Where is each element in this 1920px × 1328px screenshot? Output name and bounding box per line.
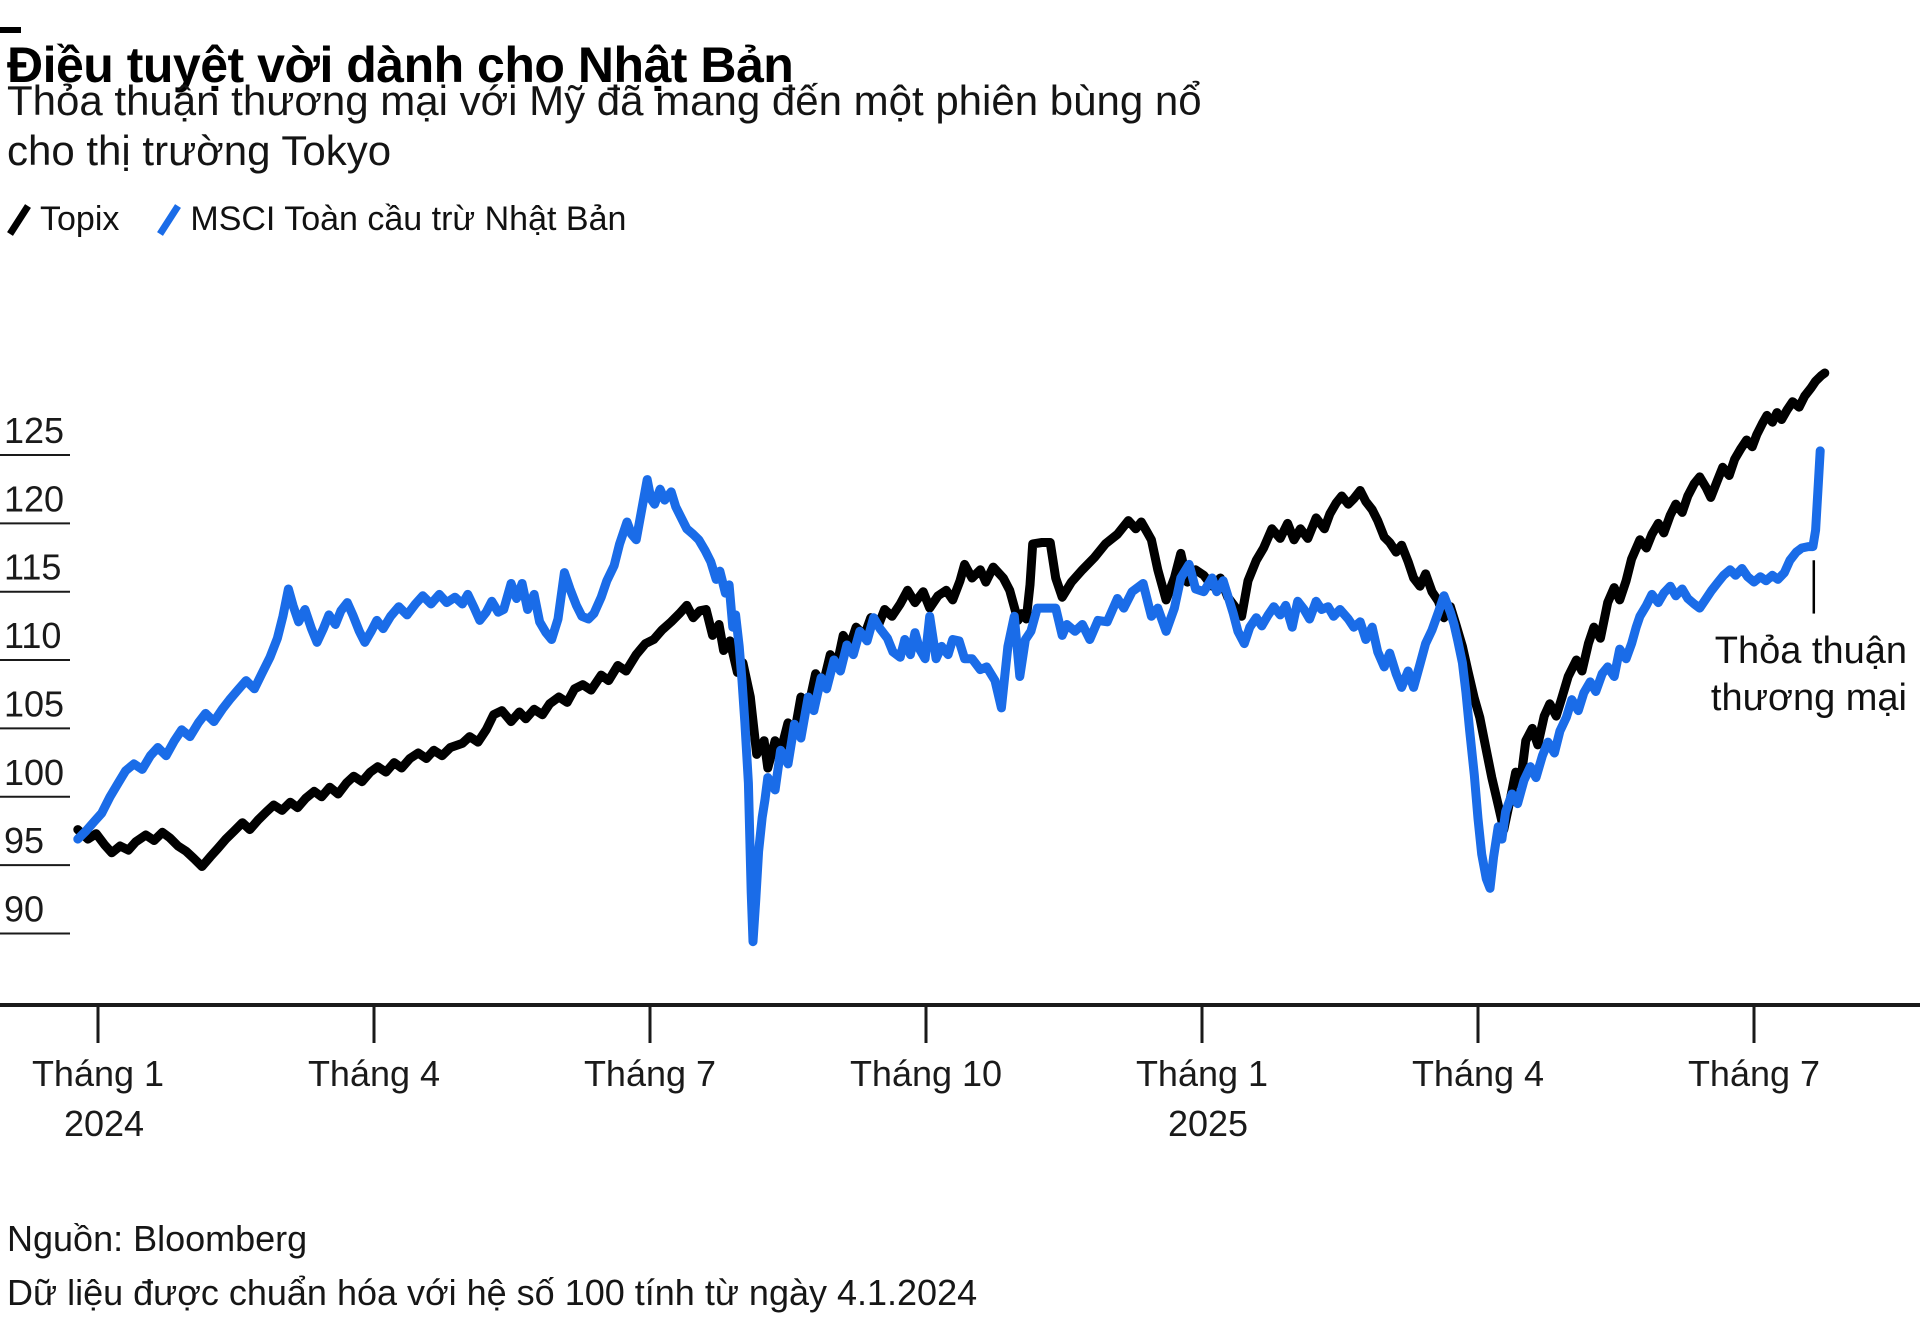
topix-slash-icon	[7, 203, 31, 236]
normalization-note: Dữ liệu được chuẩn hóa với hệ số 100 tín…	[7, 1272, 978, 1313]
svg-text:Tháng 7: Tháng 7	[1688, 1053, 1820, 1094]
svg-text:90: 90	[4, 888, 44, 929]
chart-legend: Topix MSCI Toàn cầu trừ Nhật Bản	[7, 200, 626, 239]
legend-item-topix: Topix	[7, 200, 119, 239]
legend-label-topix: Topix	[40, 200, 120, 238]
legend-label-msci: MSCI Toàn cầu trừ Nhật Bản	[190, 200, 627, 238]
chart-title: Điều tuyệt vời dành cho Nhật Bản	[7, 36, 794, 93]
svg-text:Tháng 1: Tháng 1	[1136, 1053, 1268, 1094]
annotation-line2: thương mại	[1710, 677, 1907, 719]
svg-text:115: 115	[4, 547, 61, 588]
svg-text:Tháng 4: Tháng 4	[1412, 1053, 1544, 1094]
annotation-line1: Thỏa thuận	[1714, 630, 1907, 672]
svg-text:100: 100	[4, 752, 64, 793]
svg-text:2025: 2025	[1168, 1103, 1248, 1144]
svg-text:95: 95	[4, 820, 44, 861]
svg-text:2024: 2024	[64, 1103, 144, 1144]
svg-text:120: 120	[4, 478, 64, 519]
title-leading-dash	[0, 27, 21, 33]
svg-text:Tháng 1: Tháng 1	[32, 1053, 164, 1094]
svg-text:125: 125	[4, 410, 64, 451]
svg-text:Tháng 4: Tháng 4	[308, 1053, 440, 1094]
chart-subtitle-line2: cho thị trường Tokyo	[7, 127, 392, 174]
svg-text:110: 110	[4, 615, 61, 656]
svg-text:Tháng 10: Tháng 10	[850, 1053, 1002, 1094]
svg-text:105: 105	[4, 683, 64, 724]
trade-deal-annotation: Thỏa thuận thương mại	[1711, 628, 1907, 722]
legend-item-msci: MSCI Toàn cầu trừ Nhật Bản	[157, 200, 626, 239]
chart-subtitle: Thỏa thuận thương mại với Mỹ đã mang đến…	[7, 76, 1202, 176]
svg-text:Tháng 7: Tháng 7	[584, 1053, 716, 1094]
msci-slash-icon	[157, 203, 182, 236]
source-credit: Nguồn: Bloomberg	[7, 1218, 308, 1259]
chart-subtitle-line1: Thỏa thuận thương mại với Mỹ đã mang đến…	[7, 77, 1202, 124]
